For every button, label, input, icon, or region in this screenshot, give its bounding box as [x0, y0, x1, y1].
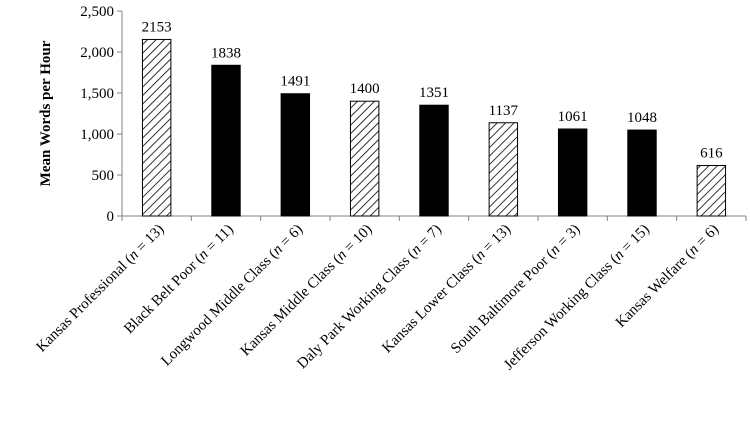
- y-tick-label: 0: [107, 209, 115, 225]
- category-label: Kansas Middle Class (n = 10): [238, 222, 376, 360]
- data-label: 1137: [489, 103, 519, 119]
- category-name: Longwood Middle Class (: [158, 247, 280, 369]
- sample-size-value: = 13): [477, 222, 514, 259]
- bar: [141, 38, 172, 217]
- bar: [280, 93, 311, 217]
- data-label: 1048: [627, 110, 657, 126]
- sample-size-value: = 15): [616, 222, 653, 259]
- category-label: Longwood Middle Class (n = 6): [158, 222, 306, 370]
- category-label: Kansas Professional (n = 13): [34, 222, 168, 356]
- sample-size-value: = 13): [131, 222, 168, 259]
- data-label: 1351: [419, 85, 449, 101]
- y-tick-label: 2,500: [80, 4, 114, 20]
- data-label: 1838: [211, 45, 241, 61]
- y-axis-title: Mean Words per Hour: [38, 40, 54, 186]
- category-label: Daly Park Working Class (n = 7): [294, 222, 445, 373]
- bar: [557, 128, 588, 217]
- category-name: Kansas Professional (: [34, 252, 137, 355]
- sample-size-value: = 11): [200, 222, 236, 258]
- bar: [419, 104, 449, 217]
- category-label: Jefferson Working Class (n = 15): [501, 222, 653, 374]
- y-tick-label: 1,000: [80, 127, 114, 143]
- sample-size-value: = 10): [339, 222, 376, 259]
- data-label: 2153: [142, 19, 172, 35]
- y-tick-label: 1,500: [80, 86, 114, 102]
- category-name: Jefferson Working Class (: [501, 252, 622, 373]
- bar: [627, 129, 657, 217]
- y-tick-label: 2,000: [80, 45, 114, 61]
- category-name: Daly Park Working Class (: [294, 247, 419, 372]
- category-label: Kansas Lower Class (n = 13): [379, 222, 514, 357]
- bar: [696, 164, 727, 217]
- bar: [349, 100, 380, 217]
- data-label: 1061: [558, 109, 588, 125]
- bar: [488, 122, 519, 217]
- y-tick-label: 500: [92, 168, 115, 184]
- data-label: 1491: [280, 74, 310, 90]
- category-label: South Baltimore Poor (n = 3): [448, 222, 583, 357]
- data-label: 616: [700, 145, 723, 161]
- data-label: 1400: [350, 81, 380, 97]
- bar: [211, 64, 241, 217]
